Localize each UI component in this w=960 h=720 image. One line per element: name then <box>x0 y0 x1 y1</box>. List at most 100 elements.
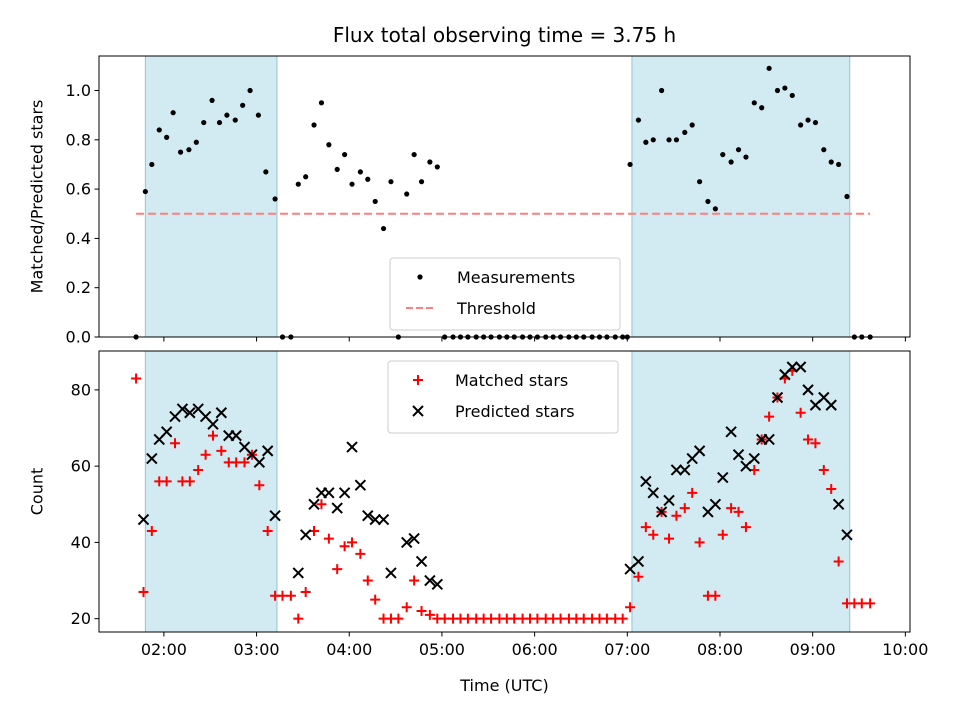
predicted-stars-point <box>338 487 351 499</box>
predicted-stars-point <box>693 445 706 457</box>
predicted-stars-point <box>346 441 358 453</box>
y-tick-label: 0.4 <box>66 229 91 248</box>
measurements-point <box>334 166 340 172</box>
matched-stars-point <box>733 506 744 517</box>
matched-stars-point <box>193 464 204 475</box>
x-tick-label: 09:00 <box>790 640 836 659</box>
ratio-panel: 0.0 0.2 0.4 0.6 0.8 1.0 Flux total observing … <box>28 23 911 347</box>
predicted-stars-point <box>763 433 775 446</box>
observing-window-band <box>144 350 278 633</box>
measurements-point <box>673 137 680 143</box>
measurements-point <box>627 161 633 168</box>
measurements-point <box>149 161 155 168</box>
predicted-stars-point <box>207 418 219 430</box>
measurements-point <box>782 85 788 91</box>
predicted-stars-point <box>308 498 320 510</box>
matched-stars-point <box>833 556 844 567</box>
measurements-point <box>728 159 734 165</box>
x-tick-label: 10:00 <box>882 640 928 659</box>
measurements-point <box>186 147 192 153</box>
y-tick-label: 1.0 <box>66 81 91 100</box>
matched-stars-point <box>578 613 589 624</box>
x-tick-label: 06:00 <box>512 640 558 659</box>
legend-marker <box>413 375 423 385</box>
matched-stars-point <box>254 480 265 491</box>
predicted-stars-point <box>415 555 428 568</box>
measurements-point <box>418 179 425 185</box>
predicted-stars-point <box>679 464 691 476</box>
measurements-point <box>735 147 742 153</box>
predicted-stars-point <box>640 475 652 488</box>
matched-stars-point <box>316 499 327 510</box>
matched-stars-point <box>764 411 775 422</box>
x-tick-label: 03:00 <box>234 640 280 659</box>
measurements-point <box>164 134 170 140</box>
matched-stars-point <box>633 571 644 582</box>
matched-stars-point <box>856 598 867 609</box>
measurements-point <box>295 181 301 187</box>
x-axis-label: Time (UTC) <box>459 676 548 695</box>
measurements-point <box>224 112 230 118</box>
legend-entry-label: Measurements <box>457 268 575 287</box>
measurements-point <box>712 206 718 212</box>
matched-stars-point <box>131 373 142 384</box>
matched-stars-point <box>208 430 219 441</box>
legend-marker <box>417 274 423 280</box>
legend-entry-label: Threshold <box>456 299 536 318</box>
measurements-point <box>689 122 695 128</box>
measurements-point <box>805 117 811 123</box>
measurements-point <box>821 147 827 153</box>
matched-stars-point <box>803 434 814 445</box>
y-tick-label: 80 <box>71 380 91 399</box>
measurements-point <box>635 117 642 123</box>
matched-stars-point <box>339 541 350 552</box>
matched-stars-point <box>717 529 728 540</box>
measurements-point <box>142 188 148 195</box>
measurements-point <box>156 127 162 133</box>
measurements-point <box>193 139 199 145</box>
ratio-x-ticks <box>163 337 906 342</box>
matched-stars-point <box>347 537 358 548</box>
matched-stars-point <box>323 533 334 544</box>
measurements-point <box>170 110 176 116</box>
predicted-stars-point <box>137 513 150 526</box>
predicted-stars-point <box>825 399 837 411</box>
predicted-stars-point <box>794 361 807 373</box>
matched-stars-point <box>184 476 195 487</box>
y-tick-label: 40 <box>71 533 91 552</box>
predicted-stars-point <box>331 502 343 514</box>
predicted-stars-point <box>292 567 304 579</box>
matched-stars-point <box>617 613 628 624</box>
matched-stars-point <box>300 586 311 597</box>
measurements-point <box>659 87 665 94</box>
measurements-point <box>682 129 688 136</box>
matched-stars-point <box>640 522 651 533</box>
matched-stars-point <box>424 609 435 620</box>
measurements-point <box>209 97 215 103</box>
predicted-stars-point <box>732 448 745 461</box>
measurements-point <box>357 169 363 175</box>
matched-stars-point <box>401 602 412 613</box>
matched-stars-point <box>231 457 242 468</box>
predicted-stars-point <box>299 529 312 541</box>
predicted-stars-point <box>323 487 335 499</box>
measurements-point <box>766 65 772 71</box>
measurements-point <box>326 142 332 148</box>
predicted-stars-point <box>748 452 760 465</box>
measurements-point <box>232 117 238 123</box>
y-tick-label: 0.2 <box>66 278 91 297</box>
matched-stars-point <box>161 476 172 487</box>
predicted-stars-point <box>184 407 196 419</box>
measurements-point <box>705 198 711 205</box>
measurements-point <box>751 100 757 106</box>
matched-stars-point <box>416 606 427 617</box>
predicted-stars-point <box>354 479 367 491</box>
matched-stars-point <box>285 590 296 601</box>
predicted-stars-point <box>377 513 390 526</box>
x-tick-label: 07:00 <box>604 640 650 659</box>
observing-window-band <box>631 350 851 633</box>
predicted-stars-point <box>261 445 274 457</box>
legend-entry-label: Predicted stars <box>455 402 575 421</box>
predicted-stars-point <box>146 452 158 465</box>
